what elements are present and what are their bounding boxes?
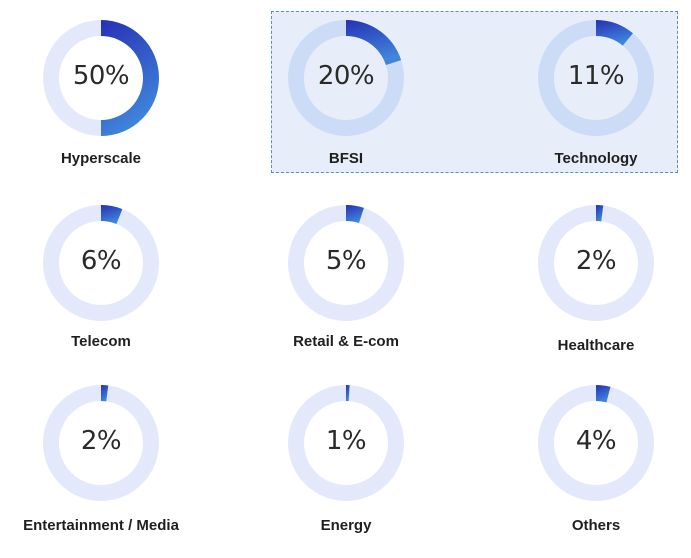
percent-label-others: 4%: [575, 426, 617, 456]
percent-label-bfsi: 20%: [317, 61, 375, 91]
donut-tile-bfsi: 20% BFSI: [226, 13, 466, 193]
donut-tile-entertainment-media: 2% Entertainment / Media: [0, 378, 221, 558]
donut-arc-telecom: [101, 205, 123, 224]
percent-label-retail-and-e-com: 5%: [325, 246, 367, 276]
donut-energy: [288, 385, 404, 501]
donut-arc-technology: [596, 20, 633, 46]
category-label-retail-and-e-com: Retail & E-com: [293, 333, 399, 350]
donut-tile-technology: 11% Technology: [476, 13, 691, 193]
category-label-technology: Technology: [554, 150, 638, 167]
percent-label-healthcare: 2%: [575, 246, 617, 276]
donut-arc-entertainment-media: [101, 385, 109, 402]
percent-label-technology: 11%: [567, 61, 625, 91]
donut-hyperscale: [43, 20, 159, 136]
donut-tile-hyperscale: 50% Hyperscale: [0, 13, 221, 193]
donut-telecom: [43, 205, 159, 321]
category-label-energy: Energy: [320, 517, 372, 534]
category-label-others: Others: [571, 517, 621, 534]
category-label-entertainment-media: Entertainment / Media: [23, 517, 179, 534]
donut-entertainment-media: [43, 385, 159, 501]
percent-label-hyperscale: 50%: [72, 61, 130, 91]
donut-tile-healthcare: 2% Healthcare: [476, 198, 691, 378]
donut-bfsi: [288, 20, 404, 136]
donut-healthcare: [538, 205, 654, 321]
donut-arc-others: [596, 385, 611, 403]
category-label-bfsi: BFSI: [328, 150, 364, 167]
category-label-hyperscale: Hyperscale: [60, 150, 142, 167]
category-label-healthcare: Healthcare: [557, 337, 635, 354]
percent-label-energy: 1%: [325, 426, 367, 456]
category-label-telecom: Telecom: [71, 333, 131, 350]
donut-others: [538, 385, 654, 501]
percent-label-telecom: 6%: [80, 246, 122, 276]
donut-tile-telecom: 6% Telecom: [0, 198, 221, 378]
donut-arc-energy: [346, 385, 350, 402]
donut-tile-retail-and-e-com: 5% Retail & E-com: [226, 198, 466, 378]
donut-arc-retail-and-e-com: [346, 205, 364, 224]
percent-label-entertainment-media: 2%: [80, 426, 122, 456]
donut-technology: [538, 20, 654, 136]
donut-arc-healthcare: [596, 205, 604, 222]
donut-tile-energy: 1% Energy: [226, 378, 466, 558]
donut-arc-bfsi: [346, 20, 402, 66]
donut-tile-others: 4% Others: [476, 378, 691, 558]
donut-retail-and-e-com: [288, 205, 404, 321]
donut-arc-hyperscale: [101, 20, 159, 136]
